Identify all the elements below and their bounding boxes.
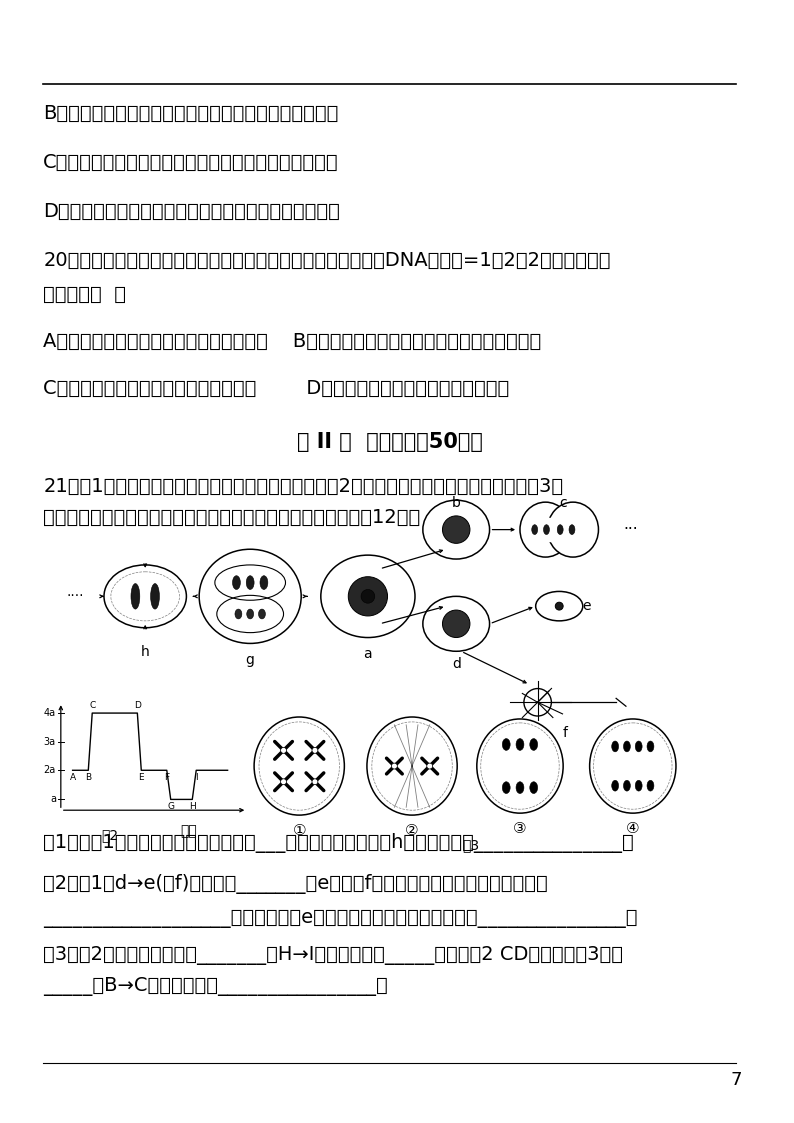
Ellipse shape (516, 739, 524, 750)
Ellipse shape (260, 576, 268, 590)
Ellipse shape (477, 719, 563, 813)
Ellipse shape (544, 524, 549, 535)
Circle shape (361, 590, 375, 603)
Text: B: B (85, 774, 91, 783)
Text: H: H (189, 802, 195, 811)
Ellipse shape (367, 716, 457, 815)
Text: ①: ① (292, 823, 306, 838)
Text: C．染色质丝正在高度螺旋化形成染色体        D．着丝点全部排列在细胞的细胞板上: C．染色质丝正在高度螺旋化形成染色体 D．着丝点全部排列在细胞的细胞板上 (43, 378, 510, 398)
Circle shape (555, 602, 563, 610)
Ellipse shape (235, 609, 242, 619)
Text: 7: 7 (730, 1071, 742, 1089)
Circle shape (426, 764, 433, 769)
Ellipse shape (647, 741, 654, 751)
Text: D: D (134, 701, 141, 710)
Text: （3）图2中纵坐标的含义是_______，H→I段表示发生了_____作用。图2 CD段对应于图3中的: （3）图2中纵坐标的含义是_______，H→I段表示发生了_____作用。图2… (43, 946, 623, 965)
Text: g: g (245, 654, 255, 667)
Ellipse shape (530, 739, 538, 750)
Text: G: G (168, 802, 174, 811)
Text: h: h (141, 646, 149, 659)
Bar (545, 518, 573, 541)
Circle shape (524, 688, 551, 716)
Ellipse shape (516, 782, 524, 794)
Ellipse shape (199, 549, 301, 643)
Text: 3a: 3a (44, 737, 56, 747)
Ellipse shape (635, 741, 642, 751)
Ellipse shape (254, 716, 345, 815)
Text: 时间: 时间 (180, 824, 197, 838)
Text: I: I (195, 774, 198, 783)
Ellipse shape (423, 500, 490, 559)
Ellipse shape (530, 782, 538, 794)
Ellipse shape (131, 584, 140, 609)
Text: b: b (452, 496, 461, 510)
Circle shape (349, 577, 387, 615)
Ellipse shape (611, 741, 619, 751)
Text: D．分化程度不同的细胞内核酸和蛋白质的种类均有差异: D．分化程度不同的细胞内核酸和蛋白质的种类均有差异 (43, 202, 340, 221)
Circle shape (312, 748, 318, 754)
Text: E: E (138, 774, 144, 783)
Text: ····: ···· (67, 590, 84, 603)
Ellipse shape (557, 524, 563, 535)
Text: C: C (89, 701, 95, 710)
Text: B．蛋白质和核酸的合成都需要搬运各自组成单位的工具: B．蛋白质和核酸的合成都需要搬运各自组成单位的工具 (43, 103, 338, 122)
Text: 第 II 卷  非选择题（50分）: 第 II 卷 非选择题（50分） (296, 432, 483, 453)
Ellipse shape (623, 780, 630, 791)
Text: 20．在洋葱根尖细胞分裂过程中，当染色体数：染色单体数：核DNA分子数=1：2：2时，该细胞可: 20．在洋葱根尖细胞分裂过程中，当染色体数：染色单体数：核DNA分子数=1：2：… (43, 250, 611, 270)
Text: 示处于细胞分裂不同时期的细胞图像，请据图回答下列问题：（12分）: 示处于细胞分裂不同时期的细胞图像，请据图回答下列问题：（12分） (43, 508, 420, 527)
Ellipse shape (520, 502, 571, 557)
Text: 图2: 图2 (102, 828, 118, 842)
Text: e: e (583, 600, 591, 613)
Text: a: a (50, 794, 56, 804)
Ellipse shape (151, 584, 160, 609)
Ellipse shape (569, 524, 575, 535)
Text: 图3: 图3 (462, 839, 480, 852)
Text: ②: ② (405, 823, 419, 838)
Text: F: F (164, 774, 169, 783)
Text: 能会发生（  ）: 能会发生（ ） (43, 285, 126, 304)
Ellipse shape (233, 576, 241, 590)
Circle shape (280, 748, 287, 754)
Circle shape (442, 515, 470, 544)
Ellipse shape (503, 782, 511, 794)
Text: A: A (70, 774, 75, 783)
Ellipse shape (635, 780, 642, 791)
Ellipse shape (547, 502, 599, 557)
Text: d: d (452, 657, 461, 672)
Text: 21．图1表示某哺乳动物体内细胞的部分生命历程，图2是该高等动物细胞分裂的坐标图，图3表: 21．图1表示某哺乳动物体内细胞的部分生命历程，图2是该高等动物细胞分裂的坐标图… (43, 476, 563, 495)
Ellipse shape (623, 741, 630, 751)
Ellipse shape (532, 524, 538, 535)
Ellipse shape (104, 565, 187, 628)
Text: a: a (364, 647, 372, 661)
Circle shape (312, 779, 318, 785)
Text: （1）在图1中，基因的分离定律发生在___（填字母）细胞中，h细胞的名称是_______________。: （1）在图1中，基因的分离定律发生在___（填字母）细胞中，h细胞的名称是___… (43, 833, 634, 852)
Text: _____；B→C变化的原因是________________。: _____；B→C变化的原因是________________。 (43, 977, 388, 996)
Ellipse shape (536, 592, 583, 621)
Ellipse shape (647, 780, 654, 791)
Circle shape (442, 610, 470, 638)
Text: 4a: 4a (44, 709, 56, 718)
Circle shape (280, 779, 287, 785)
Ellipse shape (259, 609, 265, 619)
Text: 2a: 2a (44, 765, 56, 775)
Text: c: c (559, 496, 567, 510)
Ellipse shape (247, 609, 253, 619)
Ellipse shape (503, 739, 511, 750)
Ellipse shape (611, 780, 619, 791)
Text: （2）图1中d→e(或f)过程称为_______。e细胞和f细胞的功能不同，实质上是细胞中: （2）图1中d→e(或f)过程称为_______。e细胞和f细胞的功能不同，实质… (43, 874, 548, 894)
Ellipse shape (246, 576, 254, 590)
Circle shape (391, 764, 397, 769)
Text: ④: ④ (626, 821, 640, 836)
Text: ···: ··· (623, 522, 638, 537)
Text: ③: ③ (513, 821, 526, 836)
Text: A．两组中心粒周围发出星射线形成纺锤体    B．配对的同源染色体彼此分离移向细胞的两极: A．两组中心粒周围发出星射线形成纺锤体 B．配对的同源染色体彼此分离移向细胞的两… (43, 332, 542, 351)
Ellipse shape (590, 719, 676, 813)
Ellipse shape (423, 596, 490, 651)
Ellipse shape (321, 555, 415, 638)
Text: ___________________的结果，如果e细胞变成了癌细胞，根本原因是_______________。: ___________________的结果，如果e细胞变成了癌细胞，根本原因是… (43, 910, 638, 929)
Text: C．有些蛋白质具有调节功能，它们在生物体内含量较少: C．有些蛋白质具有调节功能，它们在生物体内含量较少 (43, 153, 339, 172)
Text: f: f (563, 725, 568, 740)
